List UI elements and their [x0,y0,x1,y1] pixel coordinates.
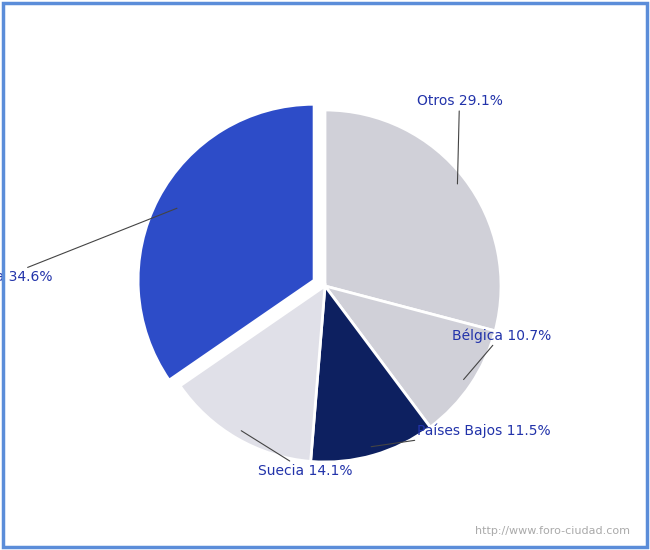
Text: Países Bajos 11.5%: Países Bajos 11.5% [371,423,550,447]
Text: Francia 34.6%: Francia 34.6% [0,208,177,284]
Wedge shape [180,286,325,461]
Text: Otros 29.1%: Otros 29.1% [417,94,502,184]
Text: Argamasilla de Calatrava - Turistas extranjeros según país - Abril de 2024: Argamasilla de Calatrava - Turistas extr… [0,21,650,37]
Wedge shape [138,104,314,380]
Text: http://www.foro-ciudad.com: http://www.foro-ciudad.com [476,526,630,536]
Text: Suecia 14.1%: Suecia 14.1% [241,431,352,478]
Text: Bélgica 10.7%: Bélgica 10.7% [452,328,551,380]
Wedge shape [311,286,430,462]
Wedge shape [325,110,501,331]
Wedge shape [325,286,495,427]
